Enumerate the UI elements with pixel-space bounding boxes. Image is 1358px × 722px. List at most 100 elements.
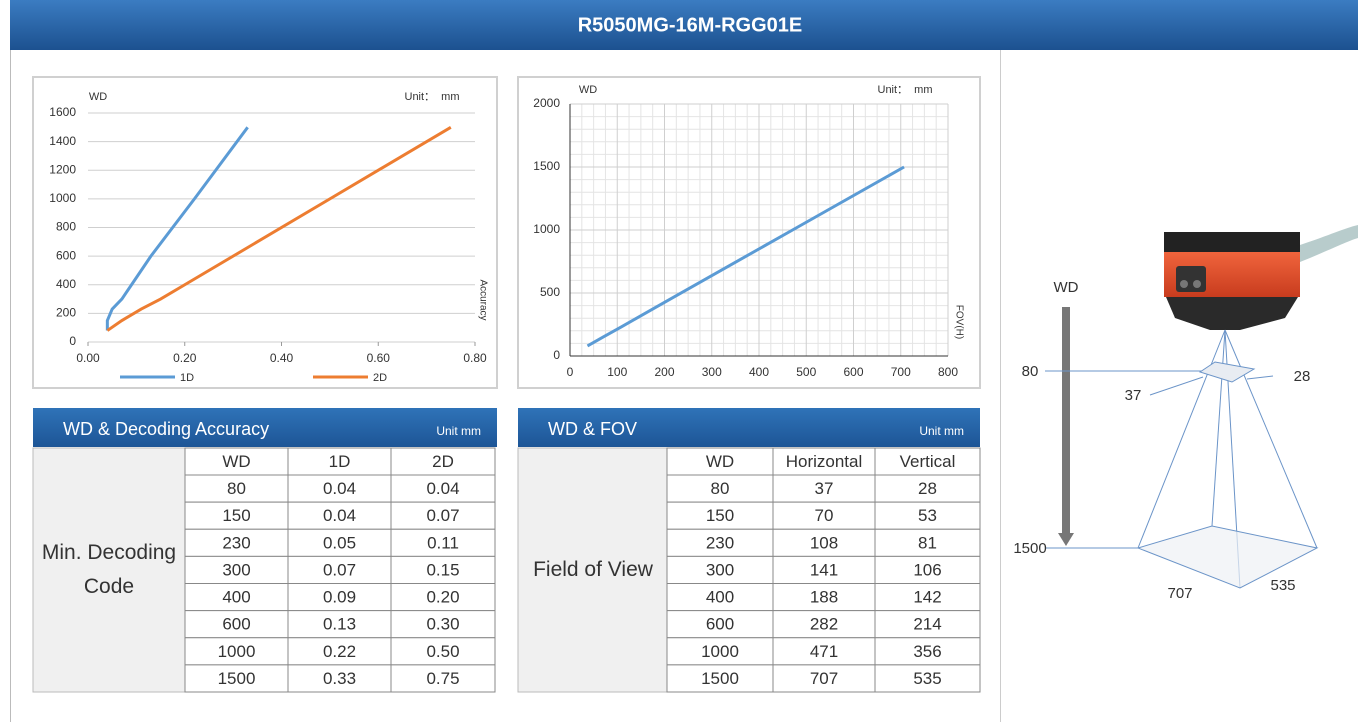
table-cell-text: 1500: [218, 669, 256, 688]
table-cell-text: 0.33: [323, 669, 356, 688]
wd-arrow-head: [1058, 533, 1074, 546]
near-v: 28: [1294, 368, 1311, 385]
y-tick-label: 1600: [49, 105, 76, 119]
table-cell: [874, 501, 981, 530]
table-cell-text: 0.11: [427, 533, 459, 552]
table-cell: [390, 637, 496, 666]
table-title-bar: [518, 408, 980, 447]
far-h: 707: [1167, 585, 1192, 602]
y-tick-label: 1500: [533, 159, 560, 173]
table-cell: [772, 474, 876, 503]
header-bar: [10, 0, 1358, 50]
table-cell-text: 400: [222, 588, 250, 607]
table-cell-text: 188: [810, 588, 838, 607]
table-cell-text: 300: [222, 560, 250, 579]
near-h: 37: [1125, 387, 1142, 404]
legend-label: 1D: [180, 372, 194, 384]
x-tick-label: 500: [796, 365, 816, 379]
far-fov: [1136, 525, 1319, 589]
x-tick-label: 0.20: [173, 351, 197, 365]
table-title-bar: [33, 408, 497, 447]
table-cell-text: 0.07: [323, 560, 356, 579]
table-cell-text: 37: [815, 479, 834, 498]
x-tick-label: 0.40: [270, 351, 294, 365]
table-cell-text: 0.13: [323, 615, 356, 634]
table-cell-text: 0.20: [426, 588, 459, 607]
table-cell: [874, 610, 981, 639]
table-title: WD & Decoding Accuracy: [63, 419, 269, 439]
near-fov: [1198, 361, 1256, 383]
chart-frame: [32, 76, 498, 389]
x-tick-label: 0: [567, 365, 574, 379]
table-cell-text: 1000: [218, 642, 256, 661]
near-wd: 80: [1022, 363, 1039, 380]
series-line: [106, 126, 452, 332]
x-tick-label: 0.00: [76, 351, 100, 365]
table-cell-text: 214: [913, 615, 941, 634]
table-cell: [772, 447, 876, 476]
x-tick-label: 0.60: [367, 351, 391, 365]
camera: [1164, 225, 1358, 330]
y-tick-label: 1200: [49, 162, 76, 176]
y-tick-label: 600: [56, 248, 76, 262]
row-header-cell: [517, 447, 668, 693]
header-title: R5050MG-16M-RGG01E: [578, 14, 803, 36]
table-cell-text: 0.04: [323, 506, 356, 525]
table-cell: [874, 447, 981, 476]
diagram: WD 80 1500 37 28 707 535: [1013, 225, 1358, 602]
table-cell-text: 535: [913, 669, 941, 688]
table-cell-text: 0.22: [323, 642, 356, 661]
table-cell-text: 400: [706, 588, 734, 607]
table-cell: [772, 555, 876, 584]
y-tick-label: 2000: [533, 96, 560, 110]
table-cell: [184, 528, 289, 557]
table-cell: [287, 474, 392, 503]
table-cell: [772, 664, 876, 693]
table-cell-text: 28: [918, 479, 937, 498]
table-cell-text: 471: [810, 642, 838, 661]
table-cell: [390, 555, 496, 584]
table-cell-text: 0.04: [323, 479, 356, 498]
table-cell-text: 1500: [701, 669, 739, 688]
x-tick-label: 200: [654, 365, 674, 379]
x-tick-label: 400: [749, 365, 769, 379]
table-cell: [287, 610, 392, 639]
y-tick-label: 1000: [49, 191, 76, 205]
table-cell-text: 0.50: [426, 642, 459, 661]
table-cell-text: 1000: [701, 642, 739, 661]
table-cell: [184, 583, 289, 612]
wd-arrow-shaft: [1062, 307, 1070, 535]
table-cell-text: 600: [706, 615, 734, 634]
table-cell: [874, 528, 981, 557]
x-tick-label: 700: [891, 365, 911, 379]
table-title: WD & FOV: [548, 419, 637, 439]
y-tick-label: 400: [56, 277, 76, 291]
column-header: 2D: [432, 452, 454, 471]
table-cell-text: 300: [706, 560, 734, 579]
table-cell: [287, 555, 392, 584]
x-tick-label: 300: [702, 365, 722, 379]
table-unit: Unit mm: [436, 424, 481, 438]
table-cell-text: 230: [222, 533, 250, 552]
far-v: 535: [1270, 577, 1295, 594]
table-cell-text: 106: [913, 560, 941, 579]
table-cell-text: 141: [810, 560, 838, 579]
column-header: Horizontal: [786, 452, 863, 471]
x-tick-label: 0.80: [463, 351, 487, 365]
y-axis-label: WD: [579, 84, 597, 96]
table-cell: [666, 583, 774, 612]
x-tick-label: 100: [607, 365, 627, 379]
row-header-cell: [32, 447, 186, 693]
x-tick-label: 600: [843, 365, 863, 379]
table-cell: [390, 583, 496, 612]
table-unit: Unit mm: [919, 424, 964, 438]
table-cell: [666, 474, 774, 503]
row-header: Min. Decoding Code: [41, 541, 177, 598]
table-cell: [184, 637, 289, 666]
row-header-text: Min. Decoding Code: [41, 541, 177, 598]
table-cell: [287, 664, 392, 693]
table-cell: [874, 474, 981, 503]
table-cell: [666, 637, 774, 666]
table-cell: [874, 664, 981, 693]
table-cell: [666, 555, 774, 584]
